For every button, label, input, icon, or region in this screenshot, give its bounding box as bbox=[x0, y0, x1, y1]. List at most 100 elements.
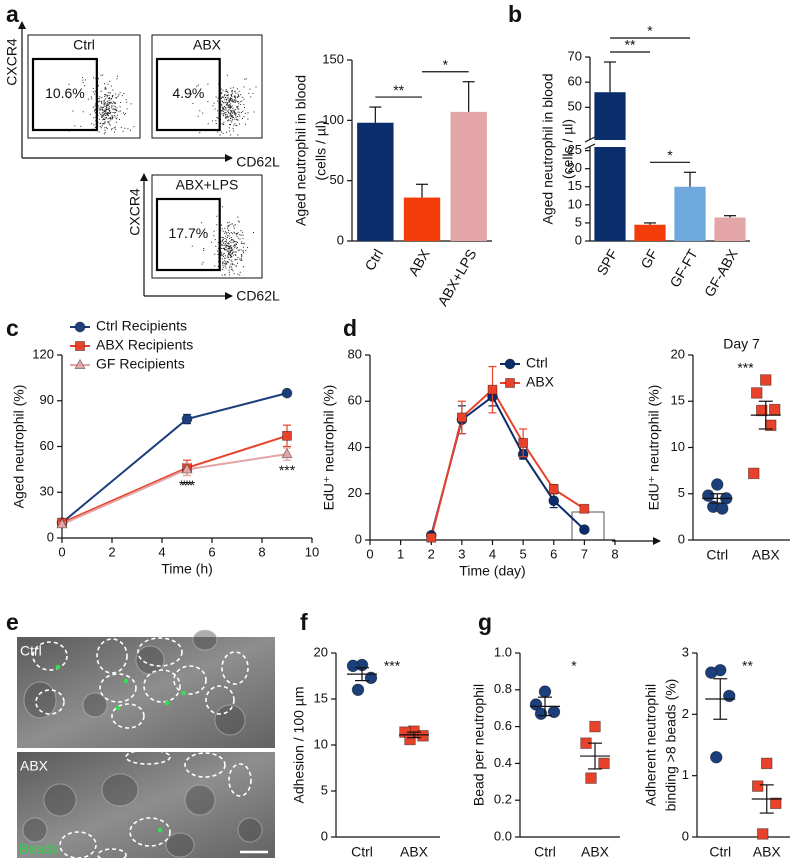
panel-label: c bbox=[6, 315, 19, 341]
marker bbox=[752, 780, 764, 792]
neutrophil-outline bbox=[125, 749, 171, 765]
y-tick-label: 0.0 bbox=[494, 828, 512, 843]
x-tick-label: 3 bbox=[458, 546, 465, 561]
neutrophil-outline bbox=[205, 685, 235, 715]
marker bbox=[529, 698, 543, 711]
y-axis-label: Aged neutrophil in blood bbox=[293, 75, 309, 226]
significance-label: *** bbox=[737, 360, 754, 376]
legend-label: Ctrl bbox=[526, 355, 548, 371]
marker bbox=[761, 757, 773, 770]
neutrophil-outline bbox=[129, 817, 171, 847]
neutrophil-outline bbox=[173, 665, 207, 695]
y-tick-label: 120 bbox=[32, 346, 54, 361]
x-tick-label: Ctrl bbox=[351, 844, 373, 860]
marker bbox=[748, 467, 760, 480]
y-tick-label: 20 bbox=[314, 644, 328, 659]
marker bbox=[769, 403, 781, 416]
y-axis-label: (cells / µl) bbox=[313, 120, 329, 180]
y-tick-label: 0 bbox=[337, 232, 344, 247]
marker bbox=[757, 828, 769, 840]
flow-plot-title: Ctrl bbox=[73, 37, 95, 53]
marker bbox=[351, 683, 365, 697]
y-tick-label: 15 bbox=[568, 178, 582, 193]
x-tick-label: 0 bbox=[58, 544, 65, 559]
y-tick-label: 15 bbox=[314, 690, 328, 705]
marker bbox=[181, 413, 193, 425]
marker bbox=[281, 387, 293, 399]
x-tick-label: 10 bbox=[305, 544, 319, 559]
marker bbox=[56, 518, 68, 529]
marker bbox=[404, 733, 416, 746]
gate bbox=[155, 197, 221, 272]
y-tick-label: 10 bbox=[671, 439, 685, 454]
y-tick-label: 3 bbox=[682, 644, 689, 659]
bar bbox=[714, 217, 746, 241]
marker bbox=[579, 503, 590, 514]
marker bbox=[346, 659, 360, 673]
panel-label: f bbox=[300, 609, 308, 635]
y-tick-label: 20 bbox=[671, 346, 685, 361]
neutrophil-outline bbox=[99, 673, 137, 703]
x-tick-label: 4 bbox=[489, 546, 496, 561]
x-axis-label: Time (h) bbox=[161, 561, 213, 577]
significance-label: ** bbox=[742, 658, 753, 674]
marker bbox=[702, 489, 715, 502]
x-tick-label: 8 bbox=[611, 546, 618, 561]
neutrophil-outline bbox=[228, 763, 252, 797]
y-tick-label: 0.6 bbox=[494, 718, 512, 733]
beads-label: Beads bbox=[19, 841, 59, 857]
bead bbox=[55, 664, 61, 670]
x-tick-label: ABX bbox=[752, 547, 781, 563]
flow-y-label: CXCR4 bbox=[4, 38, 20, 86]
significance-label: * bbox=[667, 147, 673, 163]
significance-label: ** bbox=[393, 82, 404, 98]
y-tick-label: 15 bbox=[671, 393, 685, 408]
y-tick-label: 0 bbox=[47, 529, 54, 544]
bead bbox=[157, 827, 163, 833]
x-tick-label: Ctrl bbox=[534, 844, 556, 860]
marker bbox=[534, 707, 548, 720]
marker bbox=[598, 757, 610, 770]
y-axis-label: Aged neutrophil in blood bbox=[540, 73, 556, 224]
marker bbox=[181, 463, 193, 474]
y-tick-label: 20 bbox=[568, 160, 582, 175]
neutrophil-outline bbox=[96, 638, 128, 674]
gate-percent: 4.9% bbox=[172, 85, 204, 101]
y-tick-label: 0.4 bbox=[494, 755, 512, 770]
marker bbox=[585, 772, 597, 784]
flow-plot-frame bbox=[151, 34, 263, 139]
y-tick-label: 2 bbox=[682, 706, 689, 721]
panel-label: b bbox=[508, 1, 522, 27]
micrograph-overlay bbox=[22, 629, 263, 862]
bar bbox=[357, 122, 394, 241]
cell bbox=[82, 692, 108, 718]
flow-events bbox=[68, 74, 135, 135]
bead bbox=[115, 705, 121, 711]
series-line bbox=[430, 388, 585, 538]
y-tick-label: 150 bbox=[322, 51, 344, 66]
cell bbox=[237, 817, 263, 843]
y-axis-label: (cells / µl) bbox=[560, 119, 576, 179]
y-tick-label: 10 bbox=[314, 736, 328, 751]
flow-y-label: CXCR4 bbox=[127, 188, 143, 236]
x-tick-label: 2 bbox=[428, 546, 435, 561]
y-tick-label: 0 bbox=[321, 828, 328, 843]
neutrophil-outline bbox=[184, 752, 226, 778]
legend-label: ABX bbox=[526, 374, 555, 390]
panel-label: a bbox=[6, 1, 19, 27]
y-tick-label: 1 bbox=[682, 767, 689, 782]
marker bbox=[281, 447, 293, 459]
marker bbox=[723, 689, 736, 703]
y-tick-label: 90 bbox=[40, 392, 54, 407]
bar-upper bbox=[594, 92, 626, 140]
marker bbox=[282, 430, 292, 441]
bead bbox=[123, 678, 129, 684]
cell bbox=[165, 832, 195, 858]
cell bbox=[22, 817, 48, 843]
y-axis-label: Adhesion / 100 µm bbox=[291, 686, 307, 803]
image-label: ABX bbox=[20, 758, 49, 774]
cell bbox=[23, 681, 57, 719]
flow-plot-frame bbox=[151, 174, 263, 279]
significance-label: * bbox=[571, 658, 577, 674]
